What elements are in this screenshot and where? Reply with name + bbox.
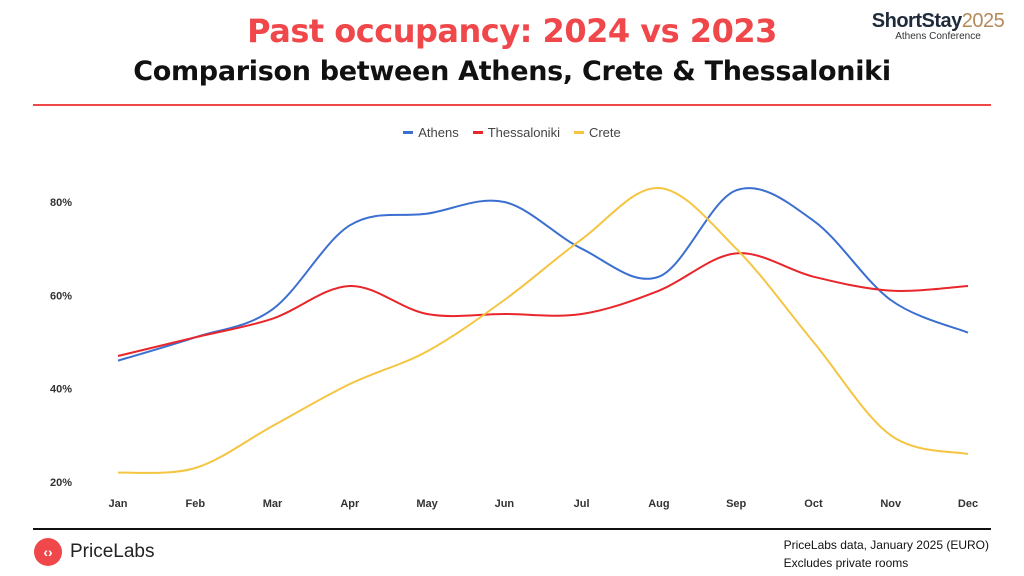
x-tick-label: Dec [958,498,978,510]
legend-label-crete: Crete [588,125,621,140]
series-line-athens [117,187,969,362]
pricelabs-logo-text: PriceLabs [70,541,155,562]
x-tick-label: May [416,498,438,510]
brand-year: 2025 [961,10,1005,32]
x-tick-label: Sep [726,498,746,510]
y-tick-label: 20% [50,477,72,489]
occupancy-line-chart: 20% 40% 60% 80% Jan Feb Mar Apr May Jun Jul Aug Sep O… [50,186,978,510]
legend-label-thessaloniki: Thessaloniki [487,125,560,140]
source-line-1: PriceLabs data, January 2025 (EURO) [783,538,989,552]
x-tick-label: Feb [185,498,205,510]
pricelabs-logo: ‹› PriceLabs [34,538,155,566]
x-tick-label: Aug [648,498,669,510]
x-tick-label: Jun [495,498,515,510]
legend-item-crete: Crete [573,125,621,140]
brand-name: ShortStay [871,10,962,32]
brand-subtitle: Athens Conference [895,31,981,42]
chart-subtitle: Comparison between Athens, Crete & Thess… [133,56,891,87]
source-note: PriceLabs data, January 2025 (EURO) Excl… [784,536,989,572]
legend-swatch-athens [403,131,414,134]
x-tick-label: Jan [109,498,128,510]
y-tick-label: 40% [50,384,72,396]
x-tick-label: Nov [880,498,902,510]
y-tick-label: 80% [50,197,72,209]
pricelabs-icon: ‹› [34,538,62,566]
y-tick-label: 60% [50,290,72,302]
brand-logo: ShortStay2025 Athens Conference [868,10,1008,42]
x-tick-label: Mar [263,498,283,510]
legend-item-thessaloniki: Thessaloniki [472,125,560,140]
legend-label-athens: Athens [418,125,459,140]
legend-swatch-thessaloniki [472,131,483,134]
source-line-2: Excludes private rooms [783,556,909,570]
bottom-divider [33,528,991,530]
chart-title: Past occupancy: 2024 vs 2023 [247,12,777,50]
x-tick-label: Oct [804,498,823,510]
top-divider [33,104,991,106]
legend-item-athens: Athens [403,125,459,140]
x-tick-label: Apr [340,498,360,510]
series-line-thessaloniki [117,252,969,357]
series-line-crete [117,186,969,474]
legend-swatch-crete [573,131,584,134]
x-tick-label: Jul [574,498,590,510]
chart-legend: Athens Thessaloniki Crete [0,125,1024,140]
